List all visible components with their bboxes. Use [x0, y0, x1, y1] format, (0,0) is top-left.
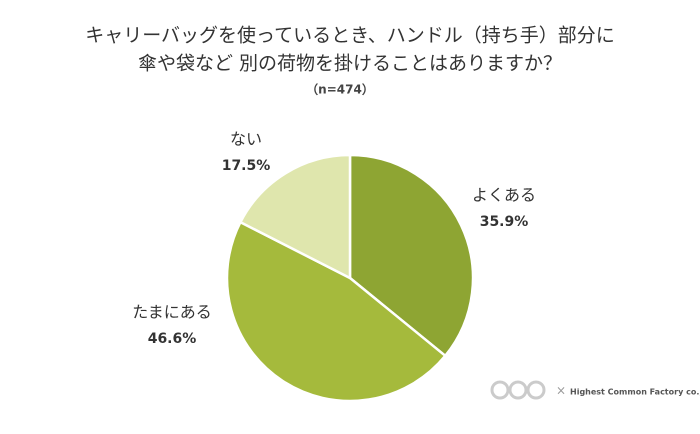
category-label: よくある: [472, 186, 536, 205]
chart-title: キャリーバッグを使っているとき、ハンドル（持ち手）部分に: [85, 25, 615, 47]
category-label: ない: [230, 130, 262, 149]
credit: Highest Common Factory co.,ltd.: [570, 388, 700, 397]
pie-slice: [348, 153, 475, 358]
pie-slice: [225, 220, 448, 403]
pie-slice: [238, 153, 352, 281]
chart-title: 傘や袋など 別の荷物を掛けることはありますか？: [138, 53, 562, 75]
value-label: 35.9%: [480, 214, 529, 230]
value-label: 17.5%: [222, 158, 271, 174]
svg-text:×: ×: [556, 384, 566, 398]
logo: ×: [490, 380, 566, 400]
value-label: 46.6%: [148, 331, 197, 347]
chart-subtitle: （n=474）: [306, 82, 374, 97]
category-label: たまにある: [132, 303, 212, 322]
